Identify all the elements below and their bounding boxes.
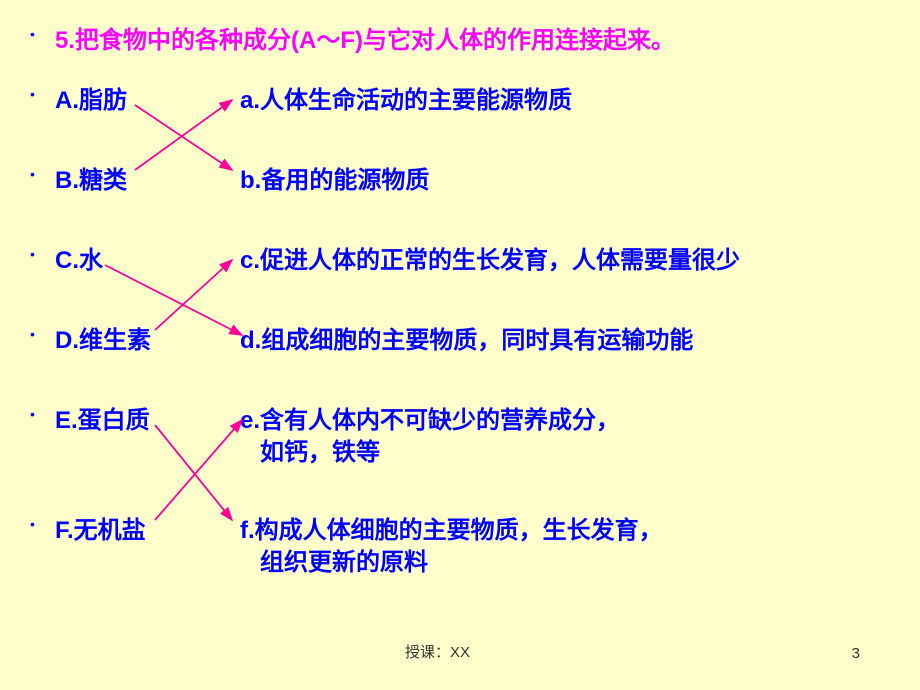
bullet: • xyxy=(30,86,35,102)
match-arrow xyxy=(155,260,232,330)
left-item-a: A.脂肪 xyxy=(55,80,127,115)
right-item-f-line1: f.构成人体细胞的主要物质，生长发育， xyxy=(240,510,663,545)
left-item-c: C.水 xyxy=(55,240,103,275)
right-item-c: c.促进人体的正常的生长发育，人体需要量很少 xyxy=(240,240,740,275)
left-item-f: F.无机盐 xyxy=(55,510,146,545)
bullet: • xyxy=(30,326,35,342)
right-item-f-line2: 组织更新的原料 xyxy=(260,542,428,577)
left-item-b: B.糖类 xyxy=(55,160,127,195)
match-arrow xyxy=(155,425,232,520)
left-item-e: E.蛋白质 xyxy=(55,400,150,435)
right-item-a: a.人体生命活动的主要能源物质 xyxy=(240,80,572,115)
match-arrow xyxy=(155,420,242,520)
bullet: • xyxy=(30,166,35,182)
bullet: • xyxy=(30,406,35,422)
right-item-e-line1: e.含有人体内不可缺少的营养成分， xyxy=(240,400,620,435)
match-arrow xyxy=(135,105,232,170)
bullet: • xyxy=(30,26,35,42)
page-number: 3 xyxy=(852,645,860,662)
right-item-d: d.组成细胞的主要物质，同时具有运输功能 xyxy=(240,320,693,355)
right-item-e-line2: 如钙，铁等 xyxy=(260,432,380,467)
match-arrow xyxy=(135,100,232,170)
question-title: 5.把食物中的各种成分(A～F)与它对人体的作用连接起来。 xyxy=(55,20,675,55)
bullet: • xyxy=(30,246,35,262)
bullet: • xyxy=(30,516,35,532)
right-item-b: b.备用的能源物质 xyxy=(240,160,429,195)
footer-text: 授课：XX xyxy=(405,641,470,662)
left-item-d: D.维生素 xyxy=(55,320,151,355)
